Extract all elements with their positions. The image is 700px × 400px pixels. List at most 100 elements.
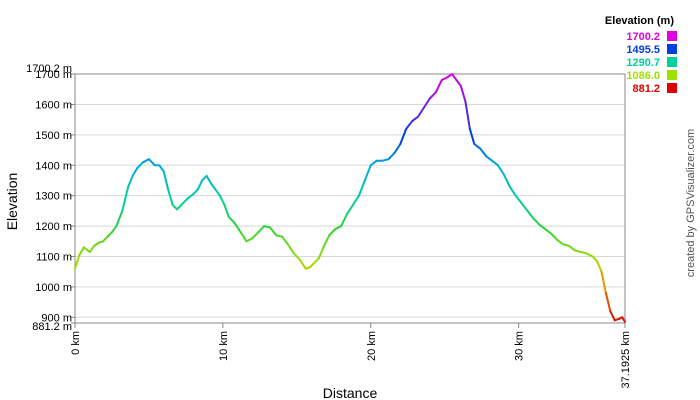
profile-segment	[328, 228, 337, 237]
profile-segment	[309, 261, 316, 269]
plot-frame	[74, 73, 626, 324]
profile-segment	[263, 225, 272, 229]
profile-segment	[479, 147, 488, 158]
profile-segment	[556, 238, 565, 246]
profile-segment	[192, 188, 199, 196]
profile-segment	[621, 316, 626, 323]
profile-segment	[514, 194, 523, 205]
profile-segment	[180, 197, 189, 206]
legend-title: Elevation (m)	[605, 15, 674, 27]
x-axis-label: Distance	[323, 385, 378, 400]
y-tick-label: 1700.2 m	[26, 63, 72, 75]
legend-swatch	[667, 44, 677, 54]
legend-label: 1086.0	[626, 70, 660, 82]
y-tick-label: 881.2 m	[32, 321, 72, 333]
profile-segment	[214, 188, 221, 197]
legend-label: 1700.2	[626, 31, 660, 43]
profile-segment	[538, 223, 547, 231]
profile-segment	[136, 161, 145, 170]
profile-segment	[281, 235, 289, 246]
profile-segment	[82, 246, 91, 253]
x-tick-label: 30 km	[514, 331, 526, 361]
profile-segment	[357, 179, 366, 197]
profile-segment	[223, 203, 230, 218]
profile-segment	[496, 164, 505, 176]
profile-segment	[520, 202, 529, 212]
legend-swatch	[667, 70, 677, 80]
profile-segment	[468, 127, 476, 145]
profile-segment	[127, 174, 134, 188]
profile-segment	[363, 164, 372, 182]
profile-segment	[147, 158, 156, 167]
y-tick-label: 1200 m	[35, 221, 72, 233]
profile-segment	[106, 231, 113, 238]
profile-segment	[417, 106, 425, 118]
profile-segment	[334, 225, 343, 231]
profile-segment	[257, 225, 266, 234]
profile-segment	[115, 209, 124, 228]
y-tick-label: 1700 m	[35, 69, 72, 81]
legend-label: 881.2	[632, 83, 660, 95]
profile-segment	[233, 222, 242, 234]
y-axis-label: Elevation	[4, 173, 20, 231]
profile-segment	[585, 252, 594, 258]
profile-segment	[171, 203, 179, 211]
profile-segment	[485, 155, 494, 162]
profile-segment	[473, 142, 482, 150]
profile-segment	[102, 235, 109, 243]
profile-segment	[269, 226, 278, 237]
y-tick-label: 1600 m	[35, 99, 72, 111]
profile-segment	[352, 194, 360, 206]
profile-segment	[562, 243, 570, 247]
legend: Elevation (m) 1700.21495.51290.71086.088…	[605, 15, 677, 95]
profile-segment	[381, 158, 390, 162]
profile-segment	[318, 246, 325, 259]
profile-segment	[550, 232, 559, 241]
x-tick-label: 37.1925 km	[620, 331, 632, 388]
profile-segment	[313, 256, 321, 264]
legend-swatch	[667, 83, 677, 93]
profile-segment	[227, 215, 236, 225]
profile-segment	[239, 231, 248, 243]
profile-segment	[298, 258, 307, 270]
y-tick-label: 1000 m	[35, 282, 72, 294]
profile-segment	[579, 250, 588, 255]
legend-label: 1290.7	[626, 57, 660, 69]
profile-segment	[393, 142, 402, 155]
profile-segment	[596, 260, 603, 273]
x-tick-label: 0 km	[70, 331, 82, 355]
profile-segment	[201, 174, 208, 182]
legend-swatch	[667, 57, 677, 67]
profile-segment	[387, 152, 396, 161]
profile-segment	[245, 237, 254, 243]
profile-segment	[502, 173, 511, 188]
profile-segment	[346, 203, 355, 215]
profile-segment	[591, 255, 599, 263]
profile-segment	[251, 231, 260, 240]
x-tick-label: 10 km	[218, 331, 230, 361]
credit-text: created by GPSVisualizer.com	[685, 129, 697, 277]
profile-segment	[162, 170, 170, 191]
y-tick-label: 1300 m	[35, 191, 72, 203]
profile-segment	[78, 246, 85, 256]
profile-segment	[121, 185, 130, 212]
profile-segment	[428, 91, 437, 100]
profile-segment	[218, 194, 226, 206]
profile-segment	[440, 76, 449, 82]
profile-segment	[455, 79, 462, 88]
profile-segment	[609, 310, 616, 322]
profile-segment	[544, 228, 553, 235]
profile-segment	[158, 164, 165, 173]
legend-swatch	[667, 31, 677, 41]
profile-segment	[74, 253, 81, 270]
profile-segment	[451, 73, 458, 82]
profile-segment	[205, 174, 213, 185]
grid-layer	[75, 73, 625, 318]
profile-segment	[131, 167, 139, 177]
profile-segment	[340, 212, 349, 228]
profile-segment	[434, 79, 443, 94]
profile-segment	[491, 159, 499, 167]
profile-segment	[411, 115, 420, 123]
profile-segment	[573, 249, 582, 253]
